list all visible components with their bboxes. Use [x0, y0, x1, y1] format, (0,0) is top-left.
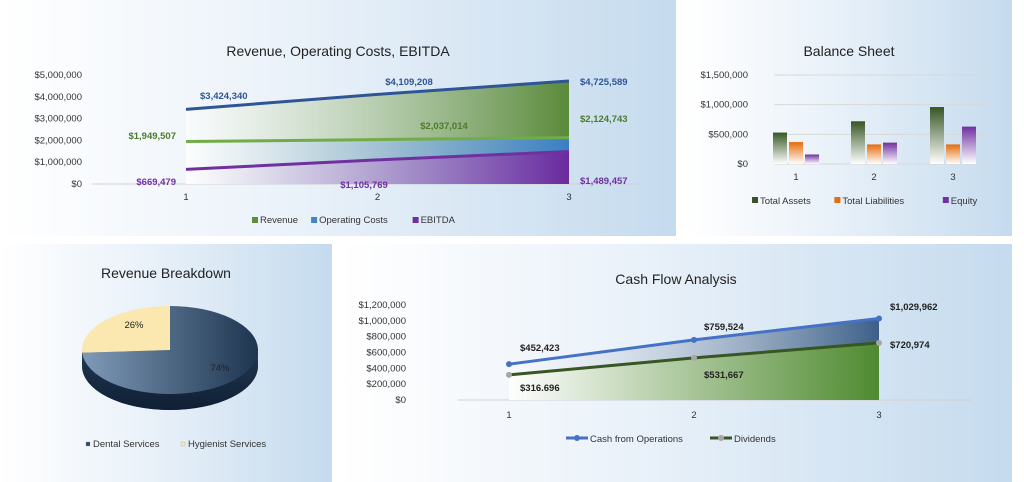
bar-total-liabilities [789, 142, 803, 164]
revenue-chart-panel: Revenue, Operating Costs, EBITDA $0 $1,00… [0, 0, 676, 236]
y-tick-label: $0 [395, 395, 406, 406]
y-tick-label: $5,000,000 [34, 70, 82, 81]
y-tick-label: $1,000,000 [700, 100, 748, 111]
data-label: $316.696 [520, 383, 560, 394]
cash-flow-panel: Cash Flow Analysis $0 $200,000 $400,000 $60… [340, 244, 1012, 482]
legend-swatch [412, 217, 419, 223]
x-tick-label: 2 [375, 192, 380, 203]
chart-title: Revenue Breakdown [101, 265, 231, 281]
revenue-breakdown-chart: 74% 26% Dental Services Hygienist Services [82, 306, 266, 450]
data-label: $1,489,457 [580, 176, 628, 187]
x-tick-label: 3 [566, 192, 571, 203]
y-tick-label: $1,000,000 [34, 157, 82, 168]
legend-label: Cash from Operations [590, 434, 683, 445]
data-label: $1,949,507 [128, 131, 176, 142]
y-tick-label: $800,000 [366, 332, 406, 343]
x-tick-label: 1 [506, 410, 511, 421]
legend-label: Operating Costs [319, 215, 388, 226]
data-label: $1,105,769 [340, 180, 388, 191]
y-tick-label: $0 [71, 179, 82, 190]
x-tick-label: 3 [876, 410, 881, 421]
y-tick-label: $2,000,000 [34, 135, 82, 146]
x-tick-label: 2 [871, 172, 876, 183]
y-tick-label: $1,000,000 [358, 316, 406, 327]
y-tick-label: $600,000 [366, 348, 406, 359]
y-tick-label: $200,000 [366, 379, 406, 390]
legend-swatch [85, 441, 91, 447]
x-tick-label: 1 [793, 172, 798, 183]
x-tick-label: 2 [691, 410, 696, 421]
legend-swatch [834, 197, 841, 203]
legend-swatch [252, 217, 258, 223]
legend-swatch [752, 197, 758, 203]
data-label: $4,109,208 [385, 77, 433, 88]
y-tick-label: $4,000,000 [34, 92, 82, 103]
bar-total-liabilities [946, 144, 960, 164]
revenue-breakdown-panel: Revenue Breakdown 74% 26% Dental Services H… [0, 244, 332, 482]
x-tick-label: 1 [183, 192, 188, 203]
legend-swatch [942, 197, 949, 203]
area-ebitda [186, 151, 569, 184]
legend-label: Hygienist Services [188, 439, 266, 450]
legend-swatch [180, 441, 186, 447]
balance-sheet-panel: Balance Sheet $0 $500,000 $1,000,000 $1,500… [686, 0, 1012, 236]
area-fill [509, 342, 879, 400]
chart-title: Revenue, Operating Costs, EBITDA [226, 43, 450, 59]
bar-total-assets [773, 132, 787, 164]
bar-total-liabilities [867, 144, 881, 164]
legend-label: EBITDA [421, 215, 456, 226]
x-tick-label: 3 [950, 172, 955, 183]
data-label: $452,423 [520, 343, 560, 354]
legend-label: Total Liabilities [842, 196, 904, 207]
data-point [506, 361, 512, 368]
legend-label: Total Assets [760, 196, 811, 207]
data-point [876, 339, 882, 346]
series-line [185, 79, 570, 111]
y-tick-label: $1,200,000 [358, 300, 406, 311]
cash-flow-chart: $0 $200,000 $400,000 $600,000 $800,000 $1,000… [358, 300, 972, 445]
pie-slice [82, 306, 170, 353]
legend-label: Revenue [260, 215, 298, 226]
data-label: $1,029,962 [890, 302, 938, 313]
series-line [185, 136, 570, 144]
y-tick-label: $1,500,000 [700, 70, 748, 81]
data-point [691, 354, 697, 361]
legend-marker [718, 435, 724, 441]
data-point [691, 336, 697, 343]
chart-title: Cash Flow Analysis [615, 271, 737, 287]
pie-slice [82, 306, 258, 394]
data-point [506, 371, 512, 378]
data-label: $720,974 [890, 340, 930, 351]
legend-swatch [311, 217, 318, 223]
data-label: $669,479 [136, 177, 176, 188]
legend-marker [574, 435, 580, 441]
data-label: $3,424,340 [200, 91, 248, 102]
legend-label: Dental Services [93, 439, 160, 450]
bar-total-assets [930, 107, 944, 164]
legend-label: Equity [951, 196, 978, 207]
data-label: $2,037,014 [420, 121, 468, 132]
balance-sheet-chart: $0 $500,000 $1,000,000 $1,500,000 1 2 3 Total A… [700, 70, 986, 207]
y-tick-label: $400,000 [366, 363, 406, 374]
data-point [876, 315, 882, 322]
bar-equity [883, 142, 897, 164]
bar-equity [962, 126, 976, 164]
data-label: $2,124,743 [580, 114, 628, 125]
bar-total-assets [851, 121, 865, 164]
pie-data-label: 74% [210, 363, 230, 374]
series-line [185, 150, 570, 171]
y-tick-label: $0 [737, 159, 748, 170]
pie-data-label: 26% [124, 320, 144, 331]
revenue-chart: $0 $1,000,000 $2,000,000 $3,000,000 $4,000,0… [34, 70, 640, 226]
bar-equity [805, 154, 819, 164]
data-label: $759,524 [704, 322, 744, 333]
data-label: $531,667 [704, 370, 744, 381]
legend-label: Dividends [734, 434, 776, 445]
y-tick-label: $3,000,000 [34, 114, 82, 125]
y-tick-label: $500,000 [708, 129, 748, 140]
chart-title: Balance Sheet [803, 43, 895, 59]
data-label: $4,725,589 [580, 77, 628, 88]
